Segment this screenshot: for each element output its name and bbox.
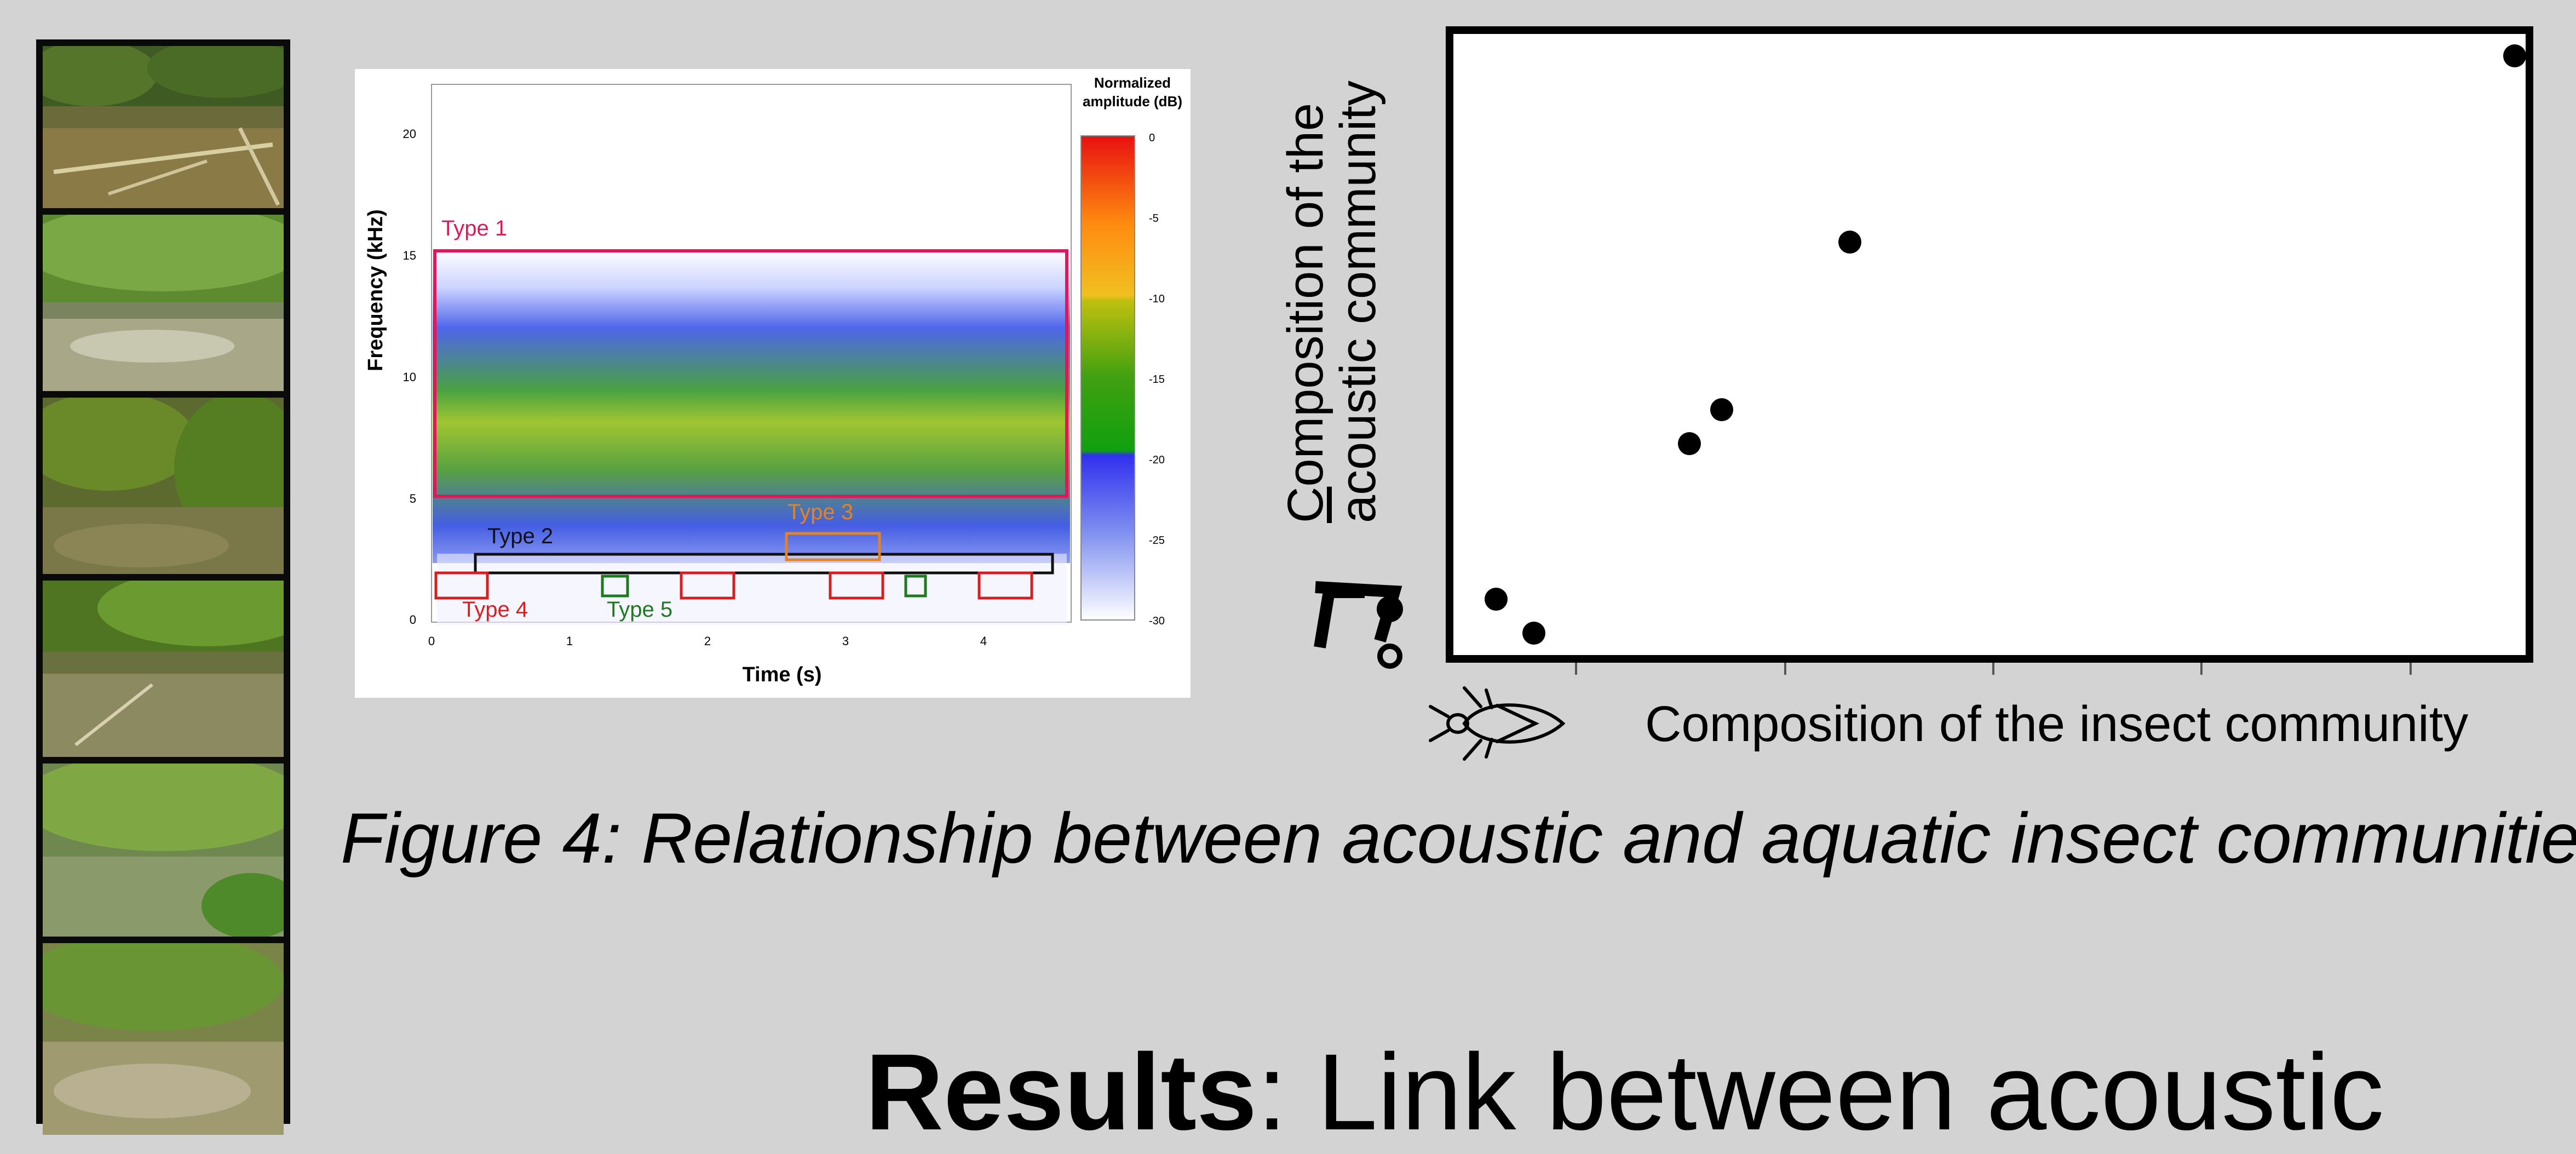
results-heading: Results: Link between acoustic	[865, 1030, 2384, 1154]
colorbar-tick-20: -20	[1149, 454, 1165, 466]
scatter-point	[1710, 398, 1733, 422]
x-tick-4: 4	[980, 634, 987, 648]
scatter-plot-area	[1446, 26, 2533, 663]
x-tick-1: 1	[566, 634, 573, 648]
colorbar-ticks: 0 -5 -10 -15 -20 -25 -30	[1149, 132, 1165, 627]
spectrogram-noise-band	[433, 250, 1070, 563]
colorbar-tick-0: 0	[1149, 132, 1155, 144]
x-tick-0: 0	[428, 634, 435, 648]
y-tick-10: 10	[403, 370, 416, 384]
y-tick-20: 20	[403, 127, 416, 141]
y-tick-0: 0	[410, 613, 416, 627]
colorbar-title-2: amplitude (dB)	[1083, 93, 1182, 110]
spectrogram-x-ticks: 0 1 2 3 4	[428, 634, 987, 648]
music-note-icon	[1314, 581, 1403, 669]
x-tick-3: 3	[842, 634, 849, 648]
spectrogram-y-ticks: 0 5 10 15 20	[403, 127, 416, 627]
habitat-photo-2	[43, 215, 284, 391]
spectrogram-figure: 0 5 10 15 20 0 1 2 3 4 Time (s) Frequenc…	[364, 74, 1182, 686]
colorbar-tick-25: -25	[1149, 535, 1165, 547]
colorbar-title-1: Normalized	[1094, 74, 1171, 91]
habitat-photo-3	[43, 398, 284, 574]
scatter-ylabel: Composition of the acoustic community	[1278, 81, 1411, 523]
x-axis-tick	[2410, 663, 2412, 675]
results-heading-rest: : Link between acoustic	[1257, 1031, 2384, 1152]
scatter-point	[1522, 622, 1545, 645]
habitat-photo-strip	[36, 39, 290, 1135]
type4-label: Type 4	[462, 598, 528, 622]
y-tick-15: 15	[403, 249, 416, 262]
y-tick-5: 5	[410, 492, 416, 506]
spectrogram-xlabel: Time (s)	[742, 663, 821, 686]
habitat-photo-6	[43, 943, 284, 1135]
scatter-ylabel-line2: acoustic community	[1330, 81, 1386, 523]
type1-box	[433, 249, 1068, 498]
x-axis-tick	[1784, 663, 1786, 675]
x-axis-tick	[1575, 663, 1577, 675]
colorbar-tick-5: -5	[1149, 213, 1159, 225]
habitat-photo-1	[43, 46, 284, 208]
type2-box	[474, 553, 1054, 575]
colorbar-tick-30: -30	[1149, 615, 1165, 627]
type5-label: Type 5	[607, 598, 672, 622]
habitat-photo-4	[43, 581, 284, 757]
scatter-ylabel-initial: C	[1278, 486, 1333, 523]
scatter-point	[1485, 587, 1508, 611]
scatter-ylabel-line1-rest: omposition of the	[1278, 102, 1333, 487]
scatter-ylabel-line1: Composition of the	[1278, 96, 1333, 523]
type4-boxes	[434, 571, 1033, 600]
colorbar-tick-10: -10	[1149, 293, 1165, 305]
spectrogram-panel: 0 5 10 15 20 0 1 2 3 4 Time (s) Frequenc…	[355, 69, 1191, 698]
scatter-point	[2503, 44, 2527, 67]
type1-label: Type 1	[441, 216, 507, 240]
spectrogram-ylabel: Frequency (kHz)	[364, 209, 387, 371]
scatter-xlabel: Composition of the insect community	[1645, 696, 2469, 752]
colorbar	[1080, 135, 1135, 621]
type3-box	[785, 532, 881, 561]
aquatic-insect-icon	[1429, 686, 1566, 761]
x-tick-2: 2	[704, 634, 711, 648]
x-axis-tick	[1992, 663, 1994, 675]
scatter-point	[1677, 432, 1701, 456]
habitat-photo-5	[43, 763, 284, 937]
figure-caption: Figure 4: Relationship between acoustic …	[341, 798, 2576, 878]
type3-label: Type 3	[787, 500, 853, 524]
x-axis-tick	[2200, 663, 2203, 675]
colorbar-tick-15: -15	[1149, 374, 1165, 386]
type2-label: Type 2	[487, 524, 553, 548]
type5-boxes	[601, 575, 927, 598]
scatter-point	[1838, 230, 1862, 254]
results-heading-bold: Results	[865, 1031, 1257, 1152]
